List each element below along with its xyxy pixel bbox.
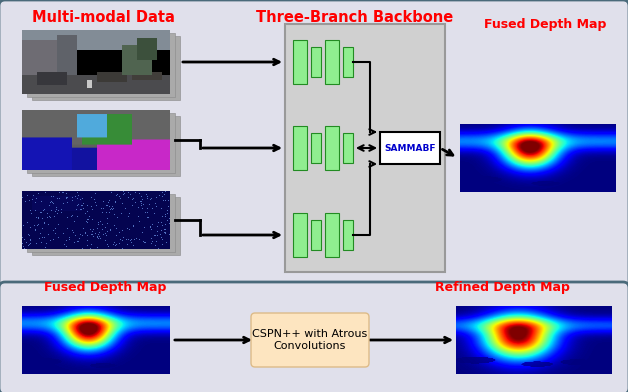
Bar xyxy=(32,36,180,100)
Bar xyxy=(27,194,175,252)
Bar xyxy=(311,133,321,163)
Bar xyxy=(343,133,353,163)
Bar xyxy=(325,213,339,257)
FancyBboxPatch shape xyxy=(0,282,628,392)
Bar xyxy=(27,33,175,97)
Bar xyxy=(285,24,445,272)
Text: Refined Depth Map: Refined Depth Map xyxy=(435,281,570,294)
Bar xyxy=(325,40,339,84)
Text: Multi-modal Data: Multi-modal Data xyxy=(31,9,175,25)
Text: CSPN++ with Atrous
Convolutions: CSPN++ with Atrous Convolutions xyxy=(252,329,367,351)
Bar xyxy=(311,220,321,250)
Bar xyxy=(27,113,175,173)
Bar xyxy=(343,220,353,250)
Text: Fused Depth Map: Fused Depth Map xyxy=(44,281,166,294)
Bar xyxy=(293,40,307,84)
Bar xyxy=(293,213,307,257)
Bar xyxy=(32,197,180,255)
Bar xyxy=(311,47,321,77)
Bar xyxy=(325,126,339,170)
Text: Three-Branch Backbone: Three-Branch Backbone xyxy=(256,9,453,25)
Bar xyxy=(380,132,440,164)
Bar xyxy=(32,116,180,176)
Text: SAMMABF: SAMMABF xyxy=(384,143,436,152)
Bar xyxy=(293,126,307,170)
Text: Fused Depth Map: Fused Depth Map xyxy=(484,18,606,31)
FancyBboxPatch shape xyxy=(251,313,369,367)
FancyBboxPatch shape xyxy=(0,0,628,290)
Bar xyxy=(343,47,353,77)
